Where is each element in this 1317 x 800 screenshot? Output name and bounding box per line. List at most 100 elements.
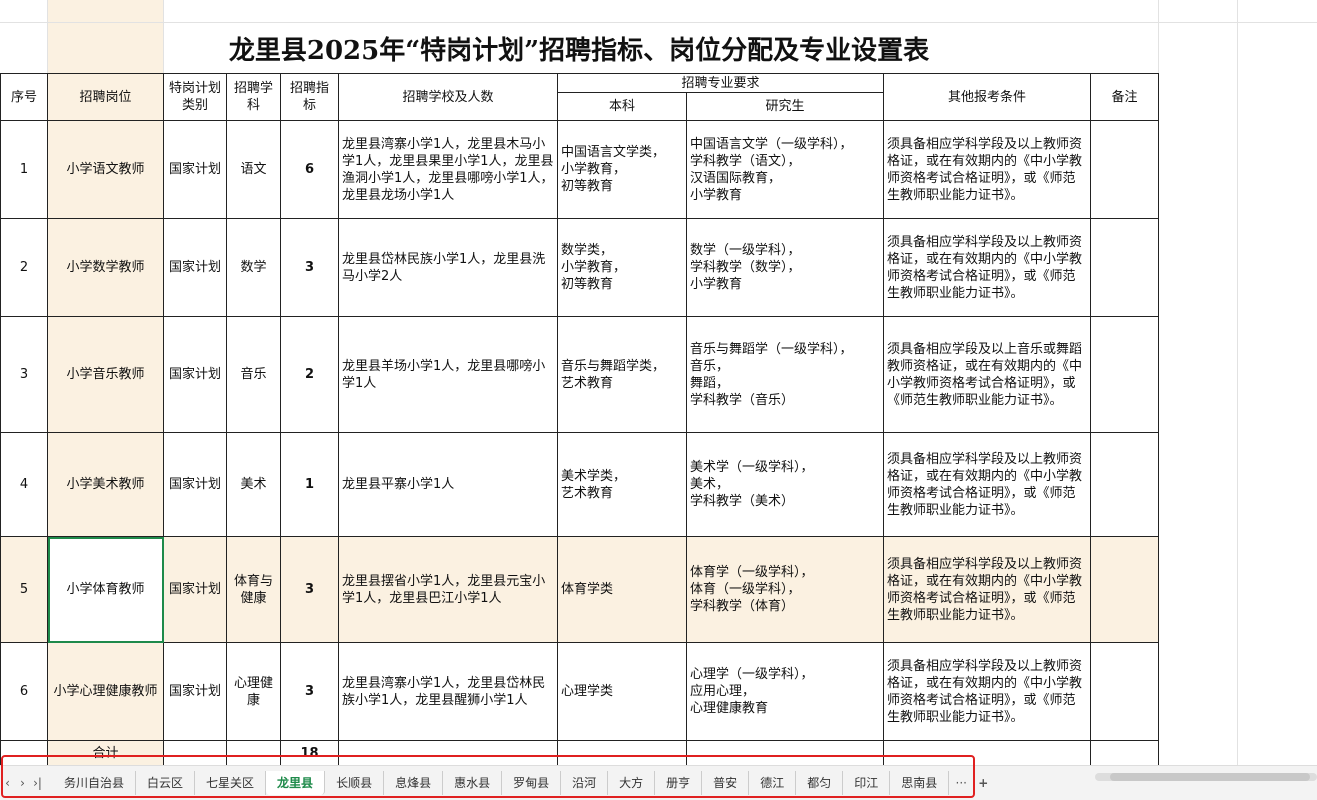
sheet-tab[interactable]: 沿河 xyxy=(561,771,609,795)
sheet-tab[interactable]: 息烽县 xyxy=(384,771,444,795)
total-label[interactable]: 合计 xyxy=(47,740,164,765)
cell-undergrad[interactable]: 体育学类 xyxy=(557,536,687,643)
total-quota[interactable]: 18 xyxy=(280,740,339,765)
cell-subject[interactable]: 音乐 xyxy=(226,316,281,433)
sheet-tab[interactable]: 普安 xyxy=(702,771,750,795)
empty-cell[interactable] xyxy=(226,740,281,765)
cell-undergrad[interactable]: 中国语言文学类， 小学教育， 初等教育 xyxy=(557,120,687,219)
cell-postgrad[interactable]: 体育学（一级学科）， 体育（一级学科）， 学科教学（体育） xyxy=(686,536,884,643)
sheet-tab[interactable]: 七星关区 xyxy=(195,771,267,795)
cell-plan-type[interactable]: 国家计划 xyxy=(163,432,227,537)
cell-quota[interactable]: 3 xyxy=(280,536,339,643)
cell-position[interactable]: 小学音乐教师 xyxy=(47,316,164,433)
empty-cell[interactable] xyxy=(163,740,227,765)
cell-quota[interactable]: 3 xyxy=(280,642,339,741)
page-title: 龙里县2025年“特岗计划”招聘指标、岗位分配及专业设置表 xyxy=(228,36,930,66)
cell-position[interactable]: 小学语文教师 xyxy=(47,120,164,219)
cell-undergrad[interactable]: 心理学类 xyxy=(557,642,687,741)
sheet-tab[interactable]: 册亨 xyxy=(655,771,703,795)
cell-seq[interactable]: 1 xyxy=(0,120,48,219)
cell-remark[interactable] xyxy=(1090,316,1159,433)
empty-cell[interactable] xyxy=(0,740,48,765)
cell-position[interactable]: 小学心理健康教师 xyxy=(47,642,164,741)
table-row: 2 小学数学教师 国家计划 数学 3 龙里县岱林民族小学1人，龙里县洗马小学2人 数学类， … xyxy=(0,218,1159,317)
cell-quota[interactable]: 1 xyxy=(280,432,339,537)
cell-plan-type[interactable]: 国家计划 xyxy=(163,642,227,741)
cell-schools[interactable]: 龙里县湾寨小学1人，龙里县木马小学1人，龙里县果里小学1人，龙里县渔洞小学1人，… xyxy=(338,120,558,219)
cell-undergrad[interactable]: 美术学类， 艺术教育 xyxy=(557,432,687,537)
first-sheet-icon[interactable]: ‹ xyxy=(5,776,10,790)
more-tabs-button[interactable]: ··· xyxy=(955,776,967,790)
cell-plan-type[interactable]: 国家计划 xyxy=(163,316,227,433)
cell-remark[interactable] xyxy=(1090,432,1159,537)
cell-seq[interactable]: 2 xyxy=(0,218,48,317)
sheet-tab[interactable]: 德江 xyxy=(749,771,797,795)
add-sheet-button[interactable]: + xyxy=(978,776,989,790)
empty-cell[interactable] xyxy=(686,740,884,765)
cell-postgrad[interactable]: 心理学（一级学科）， 应用心理， 心理健康教育 xyxy=(686,642,884,741)
spreadsheet-grid[interactable]: 龙里县2025年“特岗计划”招聘指标、岗位分配及专业设置表 序号 招聘岗位 特岗… xyxy=(0,0,1317,765)
cell-postgrad[interactable]: 音乐与舞蹈学（一级学科）， 音乐， 舞蹈， 学科教学（音乐） xyxy=(686,316,884,433)
header-schools: 招聘学校及人数 xyxy=(338,73,558,121)
horizontal-scrollbar[interactable] xyxy=(1095,773,1317,781)
cell-plan-type[interactable]: 国家计划 xyxy=(163,120,227,219)
cell-seq[interactable]: 3 xyxy=(0,316,48,433)
cell-plan-type[interactable]: 国家计划 xyxy=(163,218,227,317)
cell-remark[interactable] xyxy=(1090,120,1159,219)
cell-remark[interactable] xyxy=(1090,536,1159,643)
cell-other[interactable]: 须具备相应学科学段及以上教师资格证，或在有效期内的《中小学教师资格考试合格证明》… xyxy=(883,432,1091,537)
cell-schools[interactable]: 龙里县羊场小学1人，龙里县哪嗙小学1人 xyxy=(338,316,558,433)
sheet-tab[interactable]: 惠水县 xyxy=(443,771,503,795)
cell-postgrad[interactable]: 美术学（一级学科）， 美术， 学科教学（美术） xyxy=(686,432,884,537)
table-row: 4 小学美术教师 国家计划 美术 1 龙里县平寨小学1人 美术学类， 艺术教育 美术学（一级学… xyxy=(0,432,1159,537)
sheet-tab[interactable]: 龙里县 xyxy=(266,771,326,795)
empty-cell[interactable] xyxy=(1090,740,1159,765)
cell-seq[interactable]: 6 xyxy=(0,642,48,741)
sheet-tab[interactable]: 白云区 xyxy=(136,771,196,795)
sheet-tab[interactable]: 印江 xyxy=(843,771,891,795)
last-sheet-icon[interactable]: ›| xyxy=(33,776,42,790)
cell-quota[interactable]: 6 xyxy=(280,120,339,219)
prev-sheet-icon[interactable]: › xyxy=(20,776,25,790)
sheet-tab[interactable]: 长顺县 xyxy=(325,771,385,795)
empty-cell[interactable] xyxy=(883,740,1091,765)
cell-undergrad[interactable]: 数学类， 小学教育， 初等教育 xyxy=(557,218,687,317)
cell-postgrad[interactable]: 中国语言文学（一级学科）， 学科教学（语文）， 汉语国际教育， 小学教育 xyxy=(686,120,884,219)
cell-seq[interactable]: 5 xyxy=(0,536,48,643)
cell-schools[interactable]: 龙里县湾寨小学1人，龙里县岱林民族小学1人，龙里县醒狮小学1人 xyxy=(338,642,558,741)
sheet-tab[interactable]: 大方 xyxy=(608,771,656,795)
cell-subject[interactable]: 数学 xyxy=(226,218,281,317)
cell-schools[interactable]: 龙里县岱林民族小学1人，龙里县洗马小学2人 xyxy=(338,218,558,317)
cell-subject[interactable]: 美术 xyxy=(226,432,281,537)
sheet-tab[interactable]: 务川自治县 xyxy=(53,771,137,795)
cell-other[interactable]: 须具备相应学科学段及以上教师资格证，或在有效期内的《中小学教师资格考试合格证明》… xyxy=(883,642,1091,741)
gridline xyxy=(1237,0,1238,765)
cell-seq[interactable]: 4 xyxy=(0,432,48,537)
cell-schools[interactable]: 龙里县摆省小学1人，龙里县元宝小学1人，龙里县巴江小学1人 xyxy=(338,536,558,643)
cell-plan-type[interactable]: 国家计划 xyxy=(163,536,227,643)
cell-position[interactable]: 小学数学教师 xyxy=(47,218,164,317)
empty-cell[interactable] xyxy=(557,740,687,765)
cell-position[interactable]: 小学美术教师 xyxy=(47,432,164,537)
cell-quota[interactable]: 3 xyxy=(280,218,339,317)
cell-undergrad[interactable]: 音乐与舞蹈学类， 艺术教育 xyxy=(557,316,687,433)
cell-other[interactable]: 须具备相应学科学段及以上教师资格证，或在有效期内的《中小学教师资格考试合格证明》… xyxy=(883,120,1091,219)
cell-subject[interactable]: 心理健康 xyxy=(226,642,281,741)
scrollbar-thumb[interactable] xyxy=(1110,773,1310,781)
cell-remark[interactable] xyxy=(1090,218,1159,317)
cell-remark[interactable] xyxy=(1090,642,1159,741)
empty-cell[interactable] xyxy=(338,740,558,765)
sheet-tab[interactable]: 罗甸县 xyxy=(502,771,562,795)
cell-subject[interactable]: 语文 xyxy=(226,120,281,219)
cell-subject[interactable]: 体育与健康 xyxy=(226,536,281,643)
cell-other[interactable]: 须具备相应学科学段及以上教师资格证，或在有效期内的《中小学教师资格考试合格证明》… xyxy=(883,218,1091,317)
cell-other[interactable]: 须具备相应学科学段及以上教师资格证，或在有效期内的《中小学教师资格考试合格证明》… xyxy=(883,536,1091,643)
cell-schools[interactable]: 龙里县平寨小学1人 xyxy=(338,432,558,537)
cell-quota[interactable]: 2 xyxy=(280,316,339,433)
cell-other[interactable]: 须具备相应学段及以上音乐或舞蹈教师资格证，或在有效期内的《中小学教师资格考试合格… xyxy=(883,316,1091,433)
sheet-tab[interactable]: 都匀 xyxy=(796,771,844,795)
cell-postgrad[interactable]: 数学（一级学科）， 学科教学（数学）， 小学教育 xyxy=(686,218,884,317)
sheet-tab[interactable]: 思南县 xyxy=(890,771,950,795)
sheet-tabs: 务川自治县 白云区 七星关区 龙里县 长顺县 息烽县 惠水县 罗甸县 沿河 大方 册亨 普安 德江 都匀印… xyxy=(53,771,950,795)
cell-position[interactable]: 小学体育教师 xyxy=(47,536,164,643)
